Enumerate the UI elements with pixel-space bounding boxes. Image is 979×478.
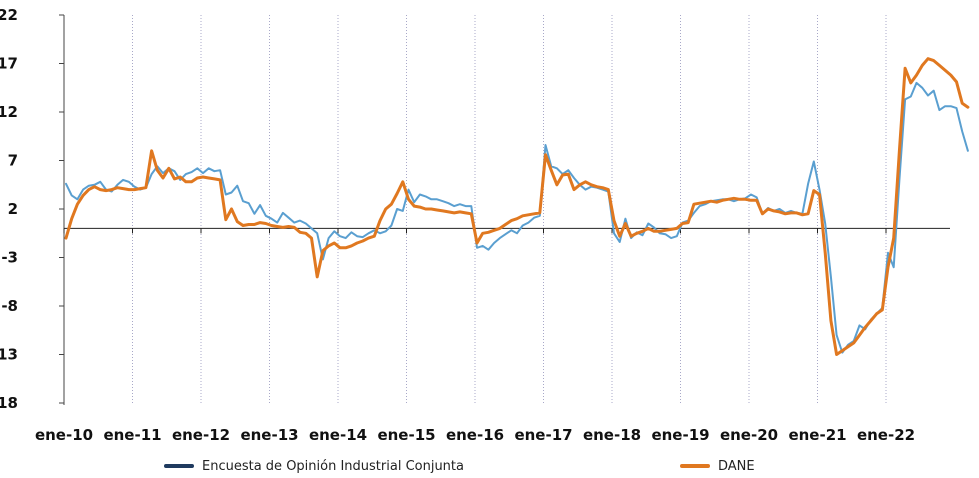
data-series xyxy=(64,57,970,356)
y-tick-label: -3 xyxy=(1,249,18,267)
x-tick-label: ene-20 xyxy=(720,426,778,444)
x-tick-label: ene-10 xyxy=(35,426,93,444)
legend-label-series-2: DANE xyxy=(718,458,755,474)
legend-item-series-2: DANE xyxy=(680,456,755,476)
x-tick-label: ene-16 xyxy=(446,426,504,444)
y-tick-label: -18 xyxy=(0,394,18,412)
x-tick-label: ene-22 xyxy=(857,426,915,444)
legend-label-series-1: Encuesta de Opinión Industrial Conjunta xyxy=(202,458,464,474)
y-axis-tick-labels: 22 17 12 7 2 -3 -8 -13 -18 xyxy=(0,6,18,412)
series-line-2 xyxy=(64,57,970,356)
y-tick-label: 2 xyxy=(8,200,18,218)
series-line-1 xyxy=(65,81,969,354)
x-tick-label: ene-13 xyxy=(240,426,298,444)
y-tick-label: -8 xyxy=(1,297,18,315)
y-tick-label: 22 xyxy=(0,6,18,24)
legend-swatch-series-1 xyxy=(164,464,194,468)
x-tick-label: ene-14 xyxy=(309,426,367,444)
x-tick-label: ene-15 xyxy=(377,426,435,444)
axes xyxy=(59,14,950,405)
grid-lines xyxy=(132,15,887,403)
legend-swatch-series-2 xyxy=(680,464,710,468)
x-tick-label: ene-21 xyxy=(788,426,846,444)
x-tick-label: ene-18 xyxy=(583,426,641,444)
x-axis-tick-labels: ene-10 ene-11 ene-12 ene-13 ene-14 ene-15 ene-… xyxy=(35,426,915,444)
y-tick-label: 12 xyxy=(0,103,18,121)
x-tick-label: ene-11 xyxy=(103,426,161,444)
x-tick-label: ene-12 xyxy=(172,426,230,444)
y-tick-label: -13 xyxy=(0,346,18,364)
x-tick-label: ene-17 xyxy=(514,426,572,444)
y-tick-label: 17 xyxy=(0,55,18,73)
x-tick-label: ene-19 xyxy=(651,426,709,444)
legend-item-series-1: Encuesta de Opinión Industrial Conjunta xyxy=(164,456,464,476)
y-tick-label: 7 xyxy=(8,152,18,170)
